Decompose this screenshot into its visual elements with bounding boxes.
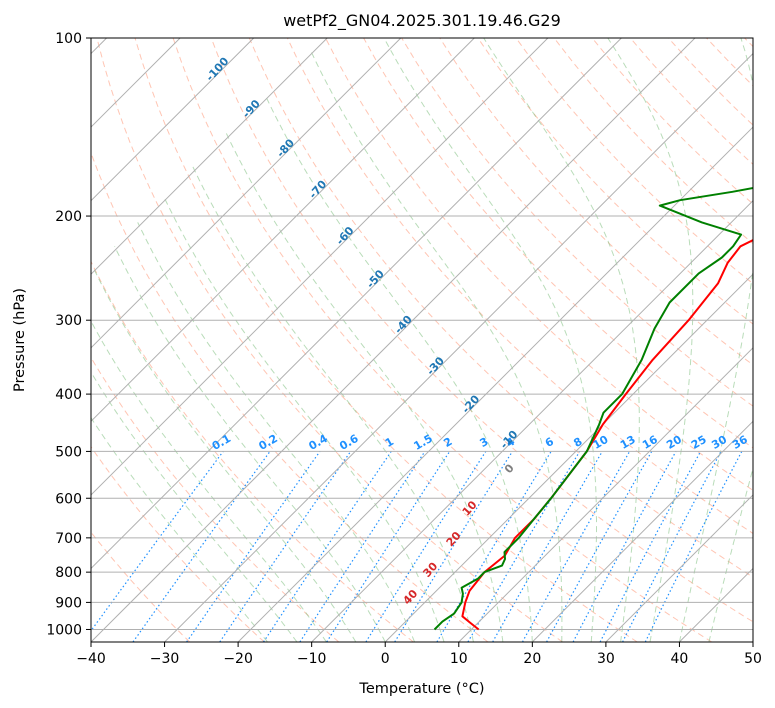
- y-axis: 1000 900 800 700 600 500 400 300 200 100: [46, 31, 91, 638]
- x-tick-label: 20: [523, 651, 541, 667]
- profile-lines: [433, 186, 753, 631]
- x-axis: −40 −30 −20 −10 0 10 20 30 40 50: [76, 642, 762, 667]
- moist-adiabat: [137, 222, 416, 642]
- isotherm: [531, 420, 753, 642]
- isotherm: [91, 38, 328, 275]
- x-tick-label: 30: [597, 651, 615, 667]
- mixing-ratio-line: [326, 451, 451, 642]
- dry-adiabat: [248, 38, 753, 578]
- y-tick-label: 900: [55, 595, 82, 611]
- isotherm: [237, 126, 753, 642]
- pressure-gridlines: [91, 38, 753, 630]
- isotherm: [605, 494, 753, 642]
- x-tick-label: −30: [150, 651, 180, 667]
- x-tick-label: −10: [297, 651, 327, 667]
- y-tick-label: 400: [55, 387, 82, 403]
- moist-adiabat: [91, 320, 327, 642]
- dry-adiabat: [91, 260, 414, 642]
- moist-adiabat: [708, 466, 753, 642]
- plot-frame: [90, 37, 754, 643]
- y-tick-label: 1000: [46, 622, 82, 638]
- mixing-ratio-line: [572, 451, 677, 642]
- profile-line: [433, 186, 753, 631]
- y-tick-label: 800: [55, 565, 82, 581]
- moist-adiabat: [264, 95, 533, 642]
- mixing-ratio-line: [219, 451, 352, 642]
- mixing-ratio-line: [186, 451, 321, 642]
- isotherm: [164, 52, 753, 642]
- y-tick-label: 600: [55, 491, 82, 507]
- y-tick-label: 100: [55, 31, 82, 47]
- dry-adiabat: [134, 38, 638, 642]
- isotherm: [91, 38, 255, 202]
- moist-adiabat: [192, 166, 474, 642]
- mixing-ratio-line: [521, 451, 631, 642]
- chart-title: wetPf2_GN04.2025.301.19.46.G29: [283, 11, 561, 31]
- y-tick-label: 500: [55, 444, 82, 460]
- dry-adiabat: [91, 445, 265, 642]
- x-tick-label: 50: [744, 651, 762, 667]
- isotherm: [91, 38, 549, 496]
- moist-adiabat: [93, 267, 357, 642]
- mixing-ratio-line: [91, 451, 224, 632]
- mixing-ratio-line: [299, 451, 426, 642]
- moist-adiabat: [678, 38, 753, 642]
- isotherm: [384, 273, 753, 642]
- x-tick-label: −20: [223, 651, 253, 667]
- moist-adiabat: [114, 246, 386, 642]
- moist-adiabat: [91, 416, 268, 642]
- mixing-ratio-line: [546, 451, 653, 642]
- moist-adiabat: [483, 38, 640, 642]
- isotherm: [91, 38, 402, 349]
- x-tick-label: 40: [671, 651, 689, 667]
- mixing-ratio-line: [262, 451, 392, 642]
- background-lines: [91, 38, 753, 642]
- y-axis-label: Pressure (hPa): [12, 288, 28, 392]
- isotherm: [91, 38, 475, 423]
- mixing-ratio-line: [394, 451, 513, 642]
- dry-adiabat: [91, 356, 340, 642]
- isotherm: [91, 38, 696, 642]
- x-tick-label: −40: [76, 651, 106, 667]
- dry-adiabat: [172, 38, 713, 642]
- dry-adiabat: [515, 38, 753, 285]
- dry-adiabat: [325, 38, 753, 491]
- dry-adiabat: [96, 38, 563, 642]
- x-tick-label: 0: [381, 651, 390, 667]
- moist-adiabat: [383, 38, 597, 642]
- x-tick-label: 10: [450, 651, 468, 667]
- isotherm: [311, 199, 753, 642]
- x-axis-label: Temperature (°C): [358, 681, 484, 697]
- y-tick-label: 200: [55, 209, 82, 225]
- moist-adiabat: [310, 50, 563, 642]
- y-tick-label: 300: [55, 313, 82, 329]
- moist-adiabat: [607, 38, 694, 642]
- moist-adiabat: [163, 195, 445, 642]
- dry-adiabat: [286, 38, 753, 535]
- y-tick-label: 700: [55, 531, 82, 547]
- isotherm: [91, 38, 622, 570]
- mixing-ratio-line: [644, 451, 743, 642]
- isotherm: [458, 347, 753, 642]
